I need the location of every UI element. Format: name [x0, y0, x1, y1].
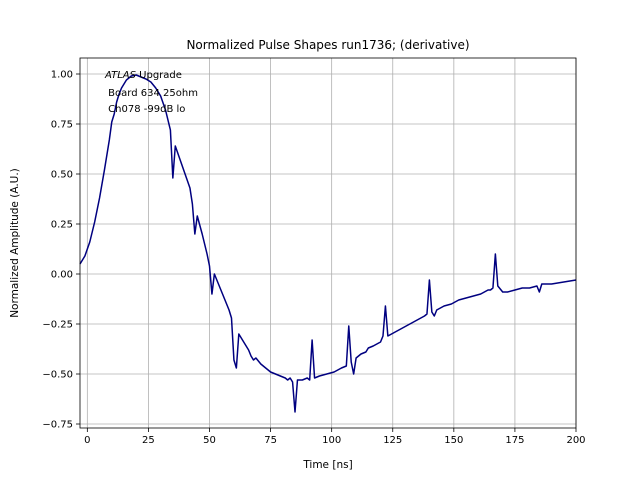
- upgrade-label: Upgrade: [136, 70, 182, 81]
- x-tick-label: 100: [322, 435, 341, 446]
- x-tick-label: 200: [566, 435, 585, 446]
- x-tick-label: 0: [84, 435, 90, 446]
- x-tick-label: 125: [383, 435, 402, 446]
- y-tick-label: 0.75: [51, 120, 73, 131]
- y-axis-label: Normalized Amplitude (A.U.): [9, 168, 21, 318]
- y-tick-label: −0.75: [42, 420, 73, 431]
- y-tick-label: 0.00: [51, 270, 73, 281]
- annotation-line-3: Ch078 -99dB lo: [105, 104, 185, 115]
- x-tick-label: 150: [444, 435, 463, 446]
- x-tick-label: 175: [505, 435, 524, 446]
- y-tick-label: 0.50: [51, 170, 73, 181]
- chart-title: Normalized Pulse Shapes run1736; (deriva…: [186, 38, 469, 52]
- x-tick-label: 75: [264, 435, 277, 446]
- x-tick-label: 25: [142, 435, 155, 446]
- annotation-line-2: Board 634 25ohm: [105, 88, 198, 99]
- x-axis-label: Time [ns]: [302, 459, 352, 471]
- y-tick-label: 1.00: [51, 70, 73, 81]
- series-layer: [79, 74, 577, 413]
- plot-frame: [79, 57, 577, 429]
- x-tick-label: 50: [203, 435, 216, 446]
- y-tick-label: −0.50: [42, 370, 73, 381]
- atlas-label: ATLAS: [104, 70, 137, 81]
- y-tick-label: −0.25: [42, 320, 73, 331]
- y-tick-label: 0.25: [51, 220, 73, 231]
- annotation-line-1: ATLAS Upgrade: [104, 70, 182, 81]
- series-line-pulse: [79, 74, 577, 413]
- ticks: 0 25 50 75 100 125 150 175 200 −0.75 −0.50 −0.25 0.0…: [42, 70, 585, 447]
